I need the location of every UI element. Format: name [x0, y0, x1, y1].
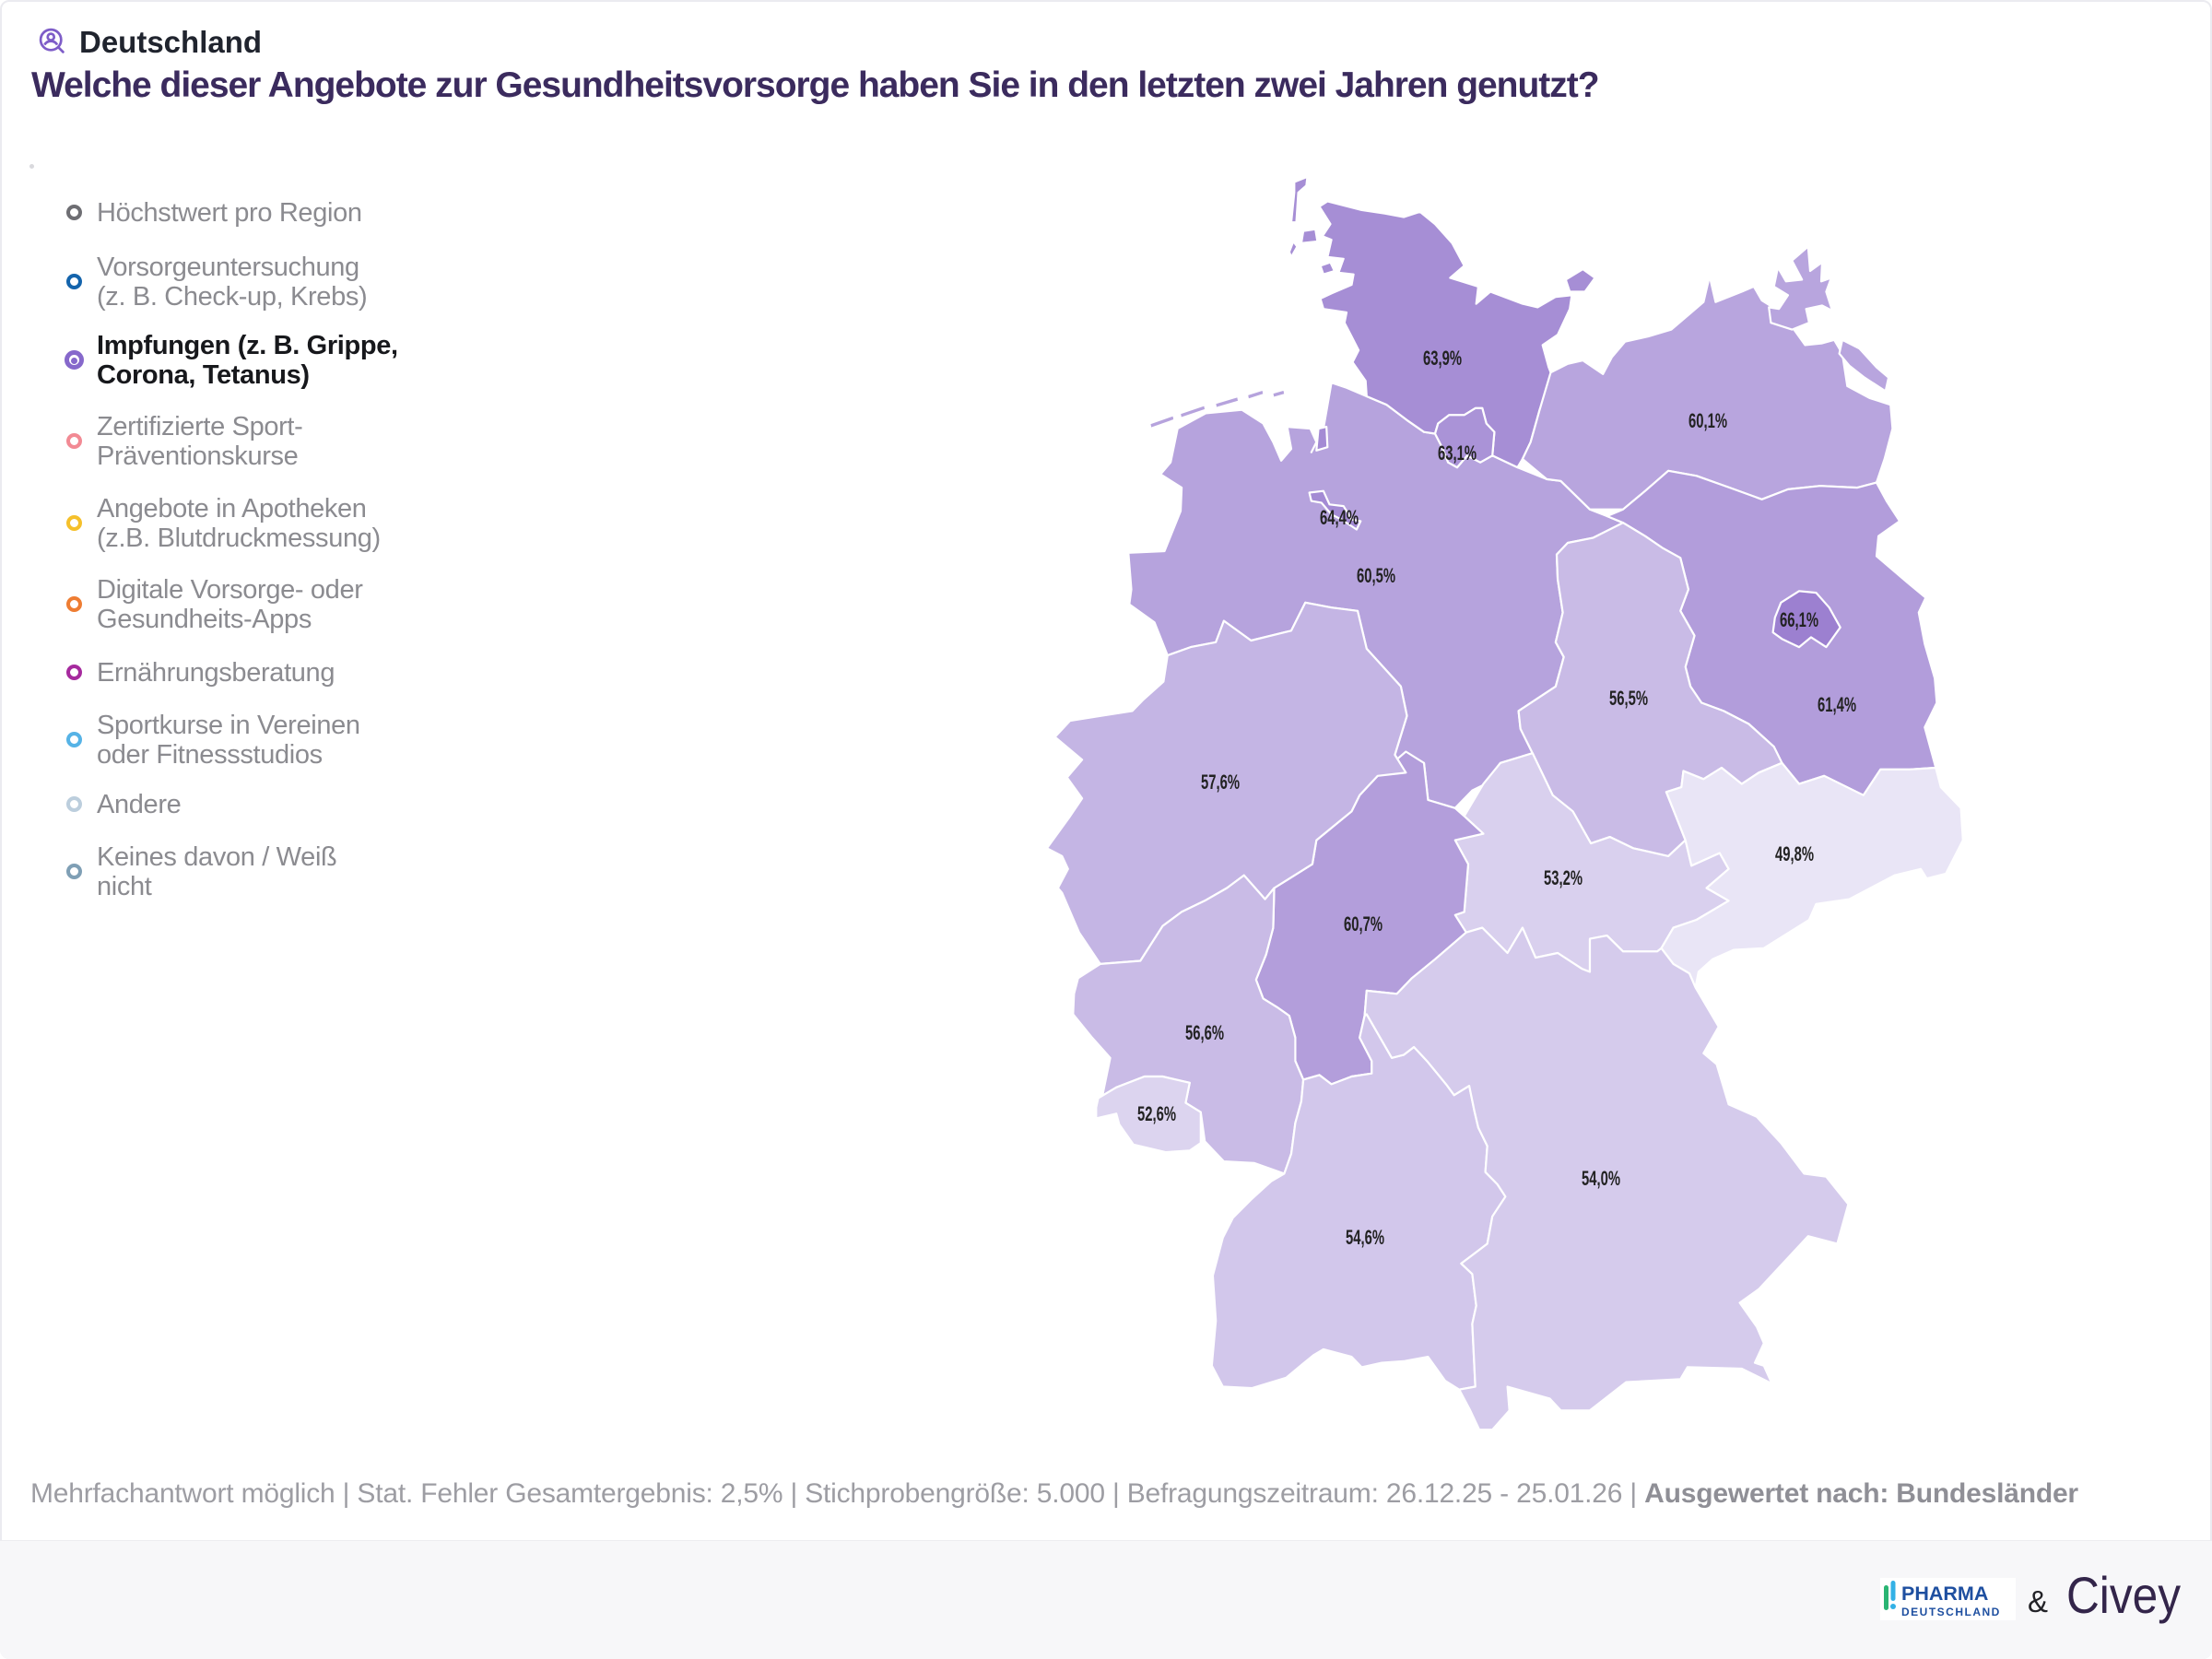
svg-text:63,9%: 63,9% — [1423, 347, 1462, 370]
svg-text:64,4%: 64,4% — [1320, 506, 1359, 529]
svg-text:63,1%: 63,1% — [1438, 441, 1477, 465]
svg-text:49,8%: 49,8% — [1775, 842, 1814, 865]
svg-text:56,6%: 56,6% — [1185, 1021, 1224, 1044]
svg-text:PHARMA: PHARMA — [1901, 1583, 1988, 1605]
svg-text:Civey: Civey — [2066, 1569, 2181, 1624]
svg-text:60,1%: 60,1% — [1688, 409, 1727, 432]
svg-text:54,6%: 54,6% — [1346, 1226, 1384, 1249]
svg-text:61,4%: 61,4% — [1818, 693, 1856, 716]
svg-text:53,2%: 53,2% — [1544, 866, 1583, 889]
svg-text:56,5%: 56,5% — [1609, 687, 1648, 710]
svg-text:54,0%: 54,0% — [1582, 1167, 1620, 1190]
svg-text:60,7%: 60,7% — [1344, 912, 1382, 935]
svg-text:52,6%: 52,6% — [1137, 1102, 1176, 1125]
svg-text:DEUTSCHLAND: DEUTSCHLAND — [1901, 1606, 2001, 1618]
svg-text:66,1%: 66,1% — [1780, 608, 1818, 631]
svg-text:57,6%: 57,6% — [1201, 771, 1240, 794]
svg-text:60,5%: 60,5% — [1357, 564, 1395, 587]
